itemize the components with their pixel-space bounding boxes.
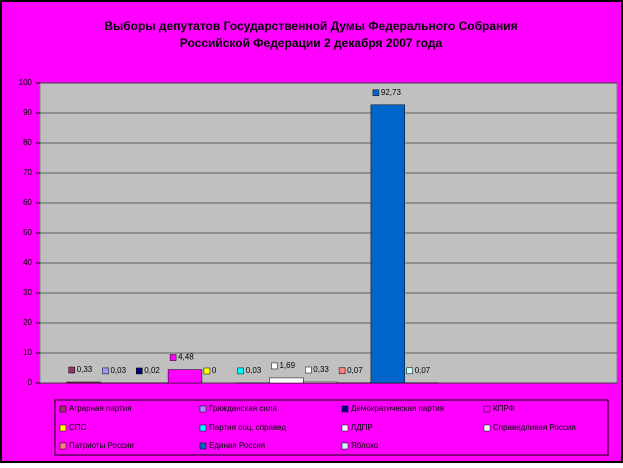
legend-key bbox=[484, 406, 490, 412]
data-label: 0,07 bbox=[347, 366, 363, 375]
bar bbox=[67, 382, 101, 383]
label-key bbox=[103, 368, 109, 374]
data-label: 0 bbox=[212, 366, 217, 375]
legend-key bbox=[60, 425, 66, 431]
y-tick-label: 30 bbox=[23, 288, 32, 297]
y-tick-label: 0 bbox=[28, 378, 33, 387]
legend-key bbox=[342, 406, 348, 412]
bar bbox=[371, 105, 405, 383]
legend-key bbox=[200, 443, 206, 449]
legend-key bbox=[342, 425, 348, 431]
legend-label: Справедливая Россия bbox=[493, 423, 576, 432]
label-key bbox=[238, 368, 244, 374]
data-label: 0,03 bbox=[246, 366, 262, 375]
chart-title: Выборы депутатов Государственной Думы Фе… bbox=[104, 19, 517, 33]
y-tick-label: 20 bbox=[23, 318, 32, 327]
label-key bbox=[136, 368, 142, 374]
legend-label: Патриоты России bbox=[69, 441, 134, 450]
legend-key bbox=[200, 425, 206, 431]
data-label: 0,02 bbox=[144, 366, 160, 375]
legend-label: Яблоко bbox=[351, 441, 379, 450]
legend-label: Аграрная партия bbox=[69, 404, 132, 413]
label-key bbox=[204, 368, 210, 374]
y-tick-label: 80 bbox=[23, 138, 32, 147]
legend-label: Демократическая партия bbox=[351, 404, 444, 413]
label-key bbox=[272, 363, 278, 369]
legend-label: Гражданская сила bbox=[209, 404, 277, 413]
legend-key bbox=[60, 406, 66, 412]
data-label: 92,73 bbox=[381, 88, 402, 97]
y-tick-label: 100 bbox=[19, 78, 33, 87]
data-label: 0,03 bbox=[111, 366, 127, 375]
data-label: 4,48 bbox=[178, 353, 194, 362]
label-key bbox=[305, 367, 311, 373]
data-label: 0,07 bbox=[415, 366, 431, 375]
legend-label: Партия соц. справед bbox=[209, 423, 286, 432]
data-label: 1,69 bbox=[280, 361, 296, 370]
chart-title: Российской Федерации 2 декабря 2007 года bbox=[180, 36, 443, 50]
label-key bbox=[170, 355, 176, 361]
y-tick-label: 60 bbox=[23, 198, 32, 207]
legend-label: КПРФ bbox=[493, 404, 515, 413]
y-tick-label: 90 bbox=[23, 108, 32, 117]
data-label: 0,33 bbox=[77, 365, 93, 374]
y-tick-label: 10 bbox=[23, 348, 32, 357]
label-key bbox=[373, 90, 379, 96]
data-label: 0,33 bbox=[313, 365, 329, 374]
label-key bbox=[69, 367, 75, 373]
label-key bbox=[407, 368, 413, 374]
legend-label: ЛДПР bbox=[351, 423, 373, 432]
y-tick-label: 70 bbox=[23, 168, 32, 177]
bar bbox=[270, 378, 304, 383]
legend-key bbox=[200, 406, 206, 412]
bar bbox=[303, 382, 337, 383]
y-tick-label: 50 bbox=[23, 228, 32, 237]
bar bbox=[168, 370, 202, 383]
legend-key bbox=[484, 425, 490, 431]
legend-key bbox=[342, 443, 348, 449]
legend-label: Единая Россия bbox=[209, 441, 265, 450]
legend-label: СПС bbox=[69, 423, 87, 432]
y-tick-label: 40 bbox=[23, 258, 32, 267]
label-key bbox=[339, 368, 345, 374]
legend-key bbox=[60, 443, 66, 449]
